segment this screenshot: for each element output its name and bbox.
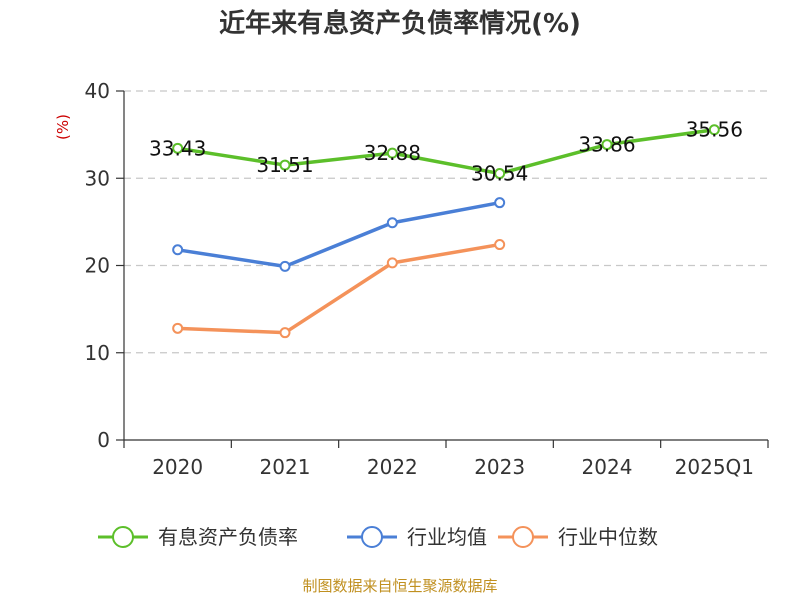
data-labels: 33.43 31.51 32.88 30.54 33.86 35.56 xyxy=(149,118,743,186)
x-tick-label-2025Q1: 2025Q1 xyxy=(675,455,754,479)
data-point xyxy=(494,197,506,209)
y-tick-label-40: 40 xyxy=(85,79,110,103)
data-point xyxy=(279,260,291,272)
legend-item-有息资产负债率[interactable]: 有息资产负债率 xyxy=(98,525,298,549)
x-tick-label-2022: 2022 xyxy=(367,455,418,479)
series-line xyxy=(177,242,500,335)
chart-title: 近年来有息资产负债率情况(%) xyxy=(219,8,581,39)
data-point xyxy=(708,124,720,136)
series-line xyxy=(177,200,500,269)
legend-label: 有息资产负债率 xyxy=(158,525,298,549)
source-note: 制图数据来自恒生聚源数据库 xyxy=(302,577,497,595)
y-tick-label-30: 30 xyxy=(85,166,110,190)
data-point xyxy=(601,139,613,151)
legend-marker-icon xyxy=(112,526,134,548)
data-label: 31.51 xyxy=(256,153,313,177)
data-label: 30.54 xyxy=(471,162,528,186)
series-line xyxy=(177,128,715,176)
series-行业均值 xyxy=(172,197,506,272)
series-行业中位数 xyxy=(172,239,506,339)
data-label: 32.88 xyxy=(364,141,421,165)
x-tick-label-2023: 2023 xyxy=(474,455,525,479)
y-axis-unit: (%) xyxy=(54,114,72,140)
data-point xyxy=(494,239,506,251)
axes: 0 10 20 30 40 2020 2021 2022 2023 2024 2025Q1 xyxy=(85,79,769,479)
data-point xyxy=(386,217,398,229)
y-tick-label-0: 0 xyxy=(97,428,110,452)
legend-marker-icon xyxy=(361,526,383,548)
legend-item-行业中位数[interactable]: 行业中位数 xyxy=(498,525,658,549)
data-label: 33.43 xyxy=(149,136,206,160)
y-tick-label-20: 20 xyxy=(85,254,110,278)
data-point xyxy=(172,142,184,154)
legend-marker-icon xyxy=(512,526,534,548)
series-group xyxy=(172,124,720,339)
y-tick-label-10: 10 xyxy=(85,341,110,365)
x-tick-label-2020: 2020 xyxy=(152,455,203,479)
x-tick-label-2021: 2021 xyxy=(260,455,311,479)
grid-lines xyxy=(124,90,768,354)
legend-item-行业均值[interactable]: 行业均值 xyxy=(347,525,487,549)
data-point xyxy=(279,327,291,339)
data-point xyxy=(386,257,398,269)
legend-label: 行业均值 xyxy=(407,525,487,549)
data-point xyxy=(172,322,184,334)
legend[interactable]: 有息资产负债率 行业均值 行业中位数 xyxy=(98,525,658,549)
data-point xyxy=(386,147,398,159)
data-point xyxy=(494,168,506,180)
series-有息资产负债率 xyxy=(172,124,720,180)
x-tick-label-2024: 2024 xyxy=(582,455,633,479)
data-label: 35.56 xyxy=(686,118,743,142)
data-point xyxy=(172,244,184,256)
legend-label: 行业中位数 xyxy=(558,525,658,549)
data-label: 33.86 xyxy=(578,133,635,157)
data-point xyxy=(279,159,291,171)
